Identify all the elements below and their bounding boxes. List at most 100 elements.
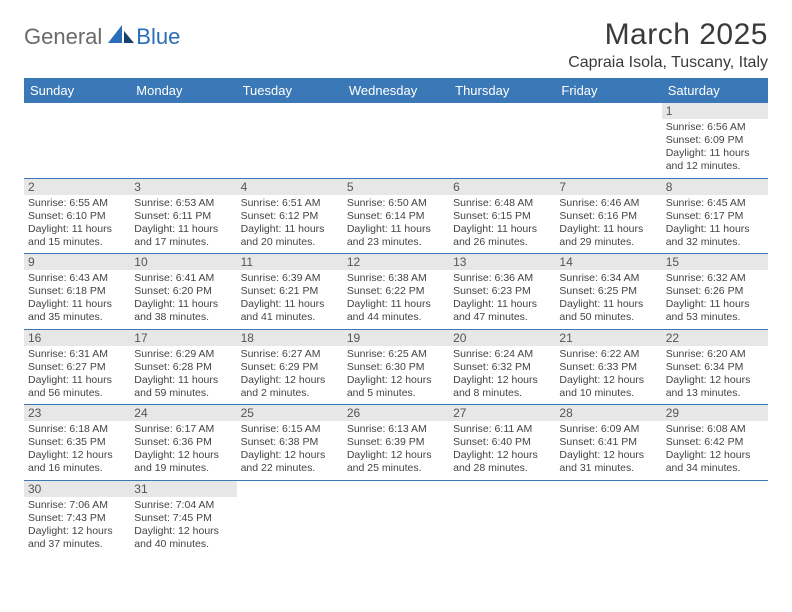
day-details: Sunrise: 6:18 AMSunset: 6:35 PMDaylight:… [28, 423, 126, 476]
detail-sunset: Sunset: 6:28 PM [134, 361, 232, 374]
detail-daylight1: Daylight: 11 hours [559, 223, 657, 236]
detail-daylight1: Daylight: 12 hours [134, 449, 232, 462]
day-number: 17 [130, 330, 236, 346]
title-block: March 2025 Capraia Isola, Tuscany, Italy [568, 18, 768, 72]
detail-daylight2: and 35 minutes. [28, 311, 126, 324]
calendar-cell: 16Sunrise: 6:31 AMSunset: 6:27 PMDayligh… [24, 329, 130, 405]
detail-sunset: Sunset: 6:14 PM [347, 210, 445, 223]
detail-sunrise: Sunrise: 6:22 AM [559, 348, 657, 361]
detail-daylight1: Daylight: 11 hours [559, 298, 657, 311]
day-number: 9 [24, 254, 130, 270]
detail-sunrise: Sunrise: 6:24 AM [453, 348, 551, 361]
day-details: Sunrise: 6:11 AMSunset: 6:40 PMDaylight:… [453, 423, 551, 476]
detail-sunrise: Sunrise: 6:36 AM [453, 272, 551, 285]
detail-sunset: Sunset: 6:38 PM [241, 436, 339, 449]
detail-sunset: Sunset: 6:15 PM [453, 210, 551, 223]
detail-daylight2: and 40 minutes. [134, 538, 232, 551]
detail-daylight2: and 22 minutes. [241, 462, 339, 475]
detail-sunset: Sunset: 6:29 PM [241, 361, 339, 374]
day-number: 12 [343, 254, 449, 270]
day-number: 30 [24, 481, 130, 497]
detail-sunset: Sunset: 6:34 PM [666, 361, 764, 374]
day-number: 15 [662, 254, 768, 270]
detail-daylight1: Daylight: 12 hours [241, 374, 339, 387]
day-number: 11 [237, 254, 343, 270]
detail-daylight2: and 53 minutes. [666, 311, 764, 324]
day-number: 22 [662, 330, 768, 346]
calendar-cell: 30Sunrise: 7:06 AMSunset: 7:43 PMDayligh… [24, 480, 130, 555]
calendar-row: 16Sunrise: 6:31 AMSunset: 6:27 PMDayligh… [24, 329, 768, 405]
day-details: Sunrise: 6:50 AMSunset: 6:14 PMDaylight:… [347, 197, 445, 250]
detail-sunrise: Sunrise: 6:31 AM [28, 348, 126, 361]
detail-sunrise: Sunrise: 6:27 AM [241, 348, 339, 361]
detail-sunrise: Sunrise: 6:08 AM [666, 423, 764, 436]
calendar-cell: .. [130, 103, 236, 178]
detail-sunrise: Sunrise: 6:34 AM [559, 272, 657, 285]
calendar-cell: 17 Sunrise: 6:29 AMSunset: 6:28 PMDayligh… [130, 329, 236, 405]
calendar-cell: 11 Sunrise: 6:39 AMSunset: 6:21 PMDayligh… [237, 254, 343, 330]
detail-sunrise: Sunrise: 6:32 AM [666, 272, 764, 285]
detail-daylight2: and 41 minutes. [241, 311, 339, 324]
day-details: Sunrise: 6:13 AMSunset: 6:39 PMDaylight:… [347, 423, 445, 476]
day-details: Sunrise: 6:15 AMSunset: 6:38 PMDaylight:… [241, 423, 339, 476]
day-details: Sunrise: 6:45 AMSunset: 6:17 PMDaylight:… [666, 197, 764, 250]
detail-sunrise: Sunrise: 6:29 AM [134, 348, 232, 361]
detail-daylight2: and 59 minutes. [134, 387, 232, 400]
day-details: Sunrise: 6:55 AMSunset: 6:10 PMDaylight:… [28, 197, 126, 250]
detail-sunrise: Sunrise: 6:48 AM [453, 197, 551, 210]
detail-sunset: Sunset: 6:41 PM [559, 436, 657, 449]
day-details: Sunrise: 6:38 AMSunset: 6:22 PMDaylight:… [347, 272, 445, 325]
weekday-header: Friday [555, 78, 661, 103]
day-number: 28 [555, 405, 661, 421]
day-number: 13 [449, 254, 555, 270]
calendar-cell: 4Sunrise: 6:51 AMSunset: 6:12 PMDaylight… [237, 178, 343, 254]
detail-sunrise: Sunrise: 6:18 AM [28, 423, 126, 436]
day-details: Sunrise: 6:43 AMSunset: 6:18 PMDaylight:… [28, 272, 126, 325]
day-details: Sunrise: 6:09 AMSunset: 6:41 PMDaylight:… [559, 423, 657, 476]
calendar-cell: 22Sunrise: 6:20 AMSunset: 6:34 PMDayligh… [662, 329, 768, 405]
detail-daylight2: and 44 minutes. [347, 311, 445, 324]
day-details: Sunrise: 6:27 AMSunset: 6:29 PMDaylight:… [241, 348, 339, 401]
detail-daylight2: and 28 minutes. [453, 462, 551, 475]
detail-daylight2: and 20 minutes. [241, 236, 339, 249]
day-number: 26 [343, 405, 449, 421]
detail-sunset: Sunset: 6:09 PM [666, 134, 764, 147]
calendar-cell: 24Sunrise: 6:17 AMSunset: 6:36 PMDayligh… [130, 405, 236, 481]
detail-daylight2: and 50 minutes. [559, 311, 657, 324]
detail-daylight2: and 25 minutes. [347, 462, 445, 475]
location-label: Capraia Isola, Tuscany, Italy [568, 54, 768, 72]
day-number: 31 [130, 481, 236, 497]
weekday-header: Tuesday [237, 78, 343, 103]
day-number: 20 [449, 330, 555, 346]
detail-daylight2: and 56 minutes. [28, 387, 126, 400]
detail-sunset: Sunset: 6:23 PM [453, 285, 551, 298]
detail-daylight1: Daylight: 11 hours [134, 298, 232, 311]
calendar-cell: .. [24, 103, 130, 178]
calendar-table: SundayMondayTuesdayWednesdayThursdayFrid… [24, 78, 768, 555]
detail-sunrise: Sunrise: 6:53 AM [134, 197, 232, 210]
day-number: 10 [130, 254, 236, 270]
detail-daylight1: Daylight: 11 hours [28, 223, 126, 236]
day-details: Sunrise: 6:24 AMSunset: 6:32 PMDaylight:… [453, 348, 551, 401]
calendar-cell: 15Sunrise: 6:32 AMSunset: 6:26 PMDayligh… [662, 254, 768, 330]
detail-sunset: Sunset: 6:18 PM [28, 285, 126, 298]
day-details: Sunrise: 6:39 AMSunset: 6:21 PMDaylight:… [241, 272, 339, 325]
day-number: 8 [662, 179, 768, 195]
detail-sunset: Sunset: 6:25 PM [559, 285, 657, 298]
detail-daylight2: and 34 minutes. [666, 462, 764, 475]
calendar-cell: 28 Sunrise: 6:09 AMSunset: 6:41 PMDayligh… [555, 405, 661, 481]
detail-daylight2: and 16 minutes. [28, 462, 126, 475]
detail-daylight1: Daylight: 11 hours [134, 374, 232, 387]
calendar-cell: 3Sunrise: 6:53 AMSunset: 6:11 PMDaylight… [130, 178, 236, 254]
detail-daylight1: Daylight: 12 hours [241, 449, 339, 462]
page-title: March 2025 [568, 18, 768, 52]
detail-daylight1: Daylight: 12 hours [347, 449, 445, 462]
day-number: 5 [343, 179, 449, 195]
calendar-cell: 13Sunrise: 6:36 AMSunset: 6:23 PMDayligh… [449, 254, 555, 330]
day-number: 21 [555, 330, 661, 346]
detail-sunrise: Sunrise: 6:09 AM [559, 423, 657, 436]
detail-daylight1: Daylight: 11 hours [347, 298, 445, 311]
detail-sunset: Sunset: 6:27 PM [28, 361, 126, 374]
day-details: Sunrise: 6:31 AMSunset: 6:27 PMDaylight:… [28, 348, 126, 401]
detail-daylight2: and 29 minutes. [559, 236, 657, 249]
